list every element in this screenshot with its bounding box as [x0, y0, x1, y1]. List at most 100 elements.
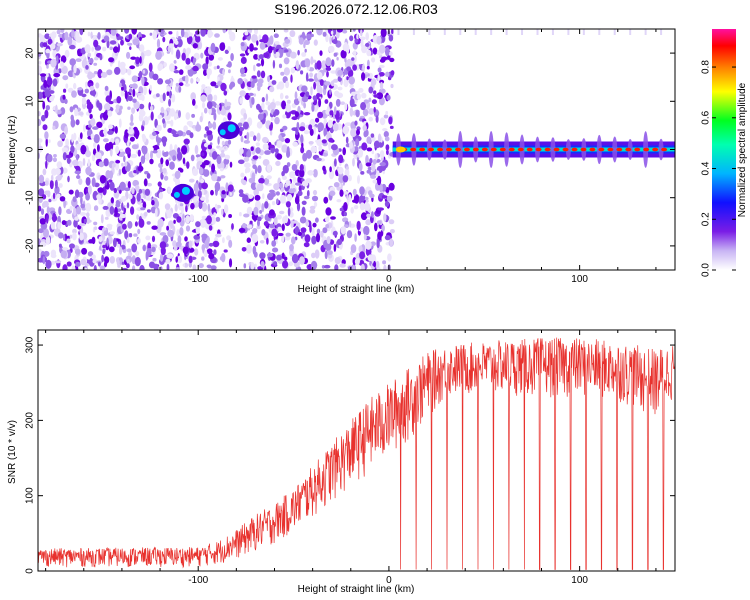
spectrogram-cell — [102, 205, 109, 210]
spectrogram-cell — [181, 52, 186, 61]
spectrogram-cell — [256, 70, 261, 78]
spectrogram-cell — [91, 177, 96, 187]
spectrogram-cell — [74, 189, 80, 198]
spectrogram-cell — [302, 152, 308, 162]
colorbar-tick-label: 0.2 — [701, 212, 712, 226]
spectrogram-cell — [244, 31, 249, 36]
spectrogram-cell — [152, 257, 157, 262]
spectrogram-cell — [226, 235, 231, 241]
spectrogram-cell — [371, 57, 376, 63]
spectrogram-cell — [295, 182, 301, 186]
spectrogram-cell — [189, 132, 194, 139]
carrier-harmonic — [412, 29, 415, 35]
spectrogram-cell — [217, 76, 220, 81]
spectrogram-cell — [130, 206, 135, 215]
spectrogram-cell — [325, 207, 332, 216]
spectrogram-cell — [60, 250, 67, 259]
spectrogram-cell — [44, 58, 50, 66]
spectrogram-cell — [151, 225, 158, 230]
spectrogram-cell — [173, 113, 178, 121]
spectrogram-cell — [333, 243, 337, 252]
spectrogram-cell — [195, 154, 201, 158]
spectrogram-cell — [69, 206, 73, 211]
spectrogram-cell — [254, 263, 257, 268]
spectrogram-cell — [352, 50, 357, 56]
spectrogram-cell — [349, 35, 354, 42]
spectrogram-cell — [322, 165, 326, 171]
spectrogram-cell — [381, 224, 385, 232]
spectrogram-cell — [109, 148, 113, 157]
spectrogram-cell — [72, 159, 79, 167]
spectrogram-cell — [91, 46, 95, 52]
y-tick-label: 100 — [25, 487, 36, 504]
spectrogram-cell — [299, 169, 305, 178]
spectrogram-cell — [312, 59, 317, 63]
spectrogram-cell — [242, 121, 249, 130]
spectrogram-cell — [186, 161, 190, 169]
spectrogram-cell — [139, 56, 142, 64]
spectrogram-cell — [175, 267, 180, 270]
spectrogram-cell — [87, 83, 94, 87]
spectrogram-cell — [356, 220, 361, 231]
spectrogram-cell — [106, 223, 113, 228]
spectrogram-cell — [98, 199, 102, 205]
spectrogram-cell — [388, 34, 394, 42]
figure-title: S196.2026.072.12.06.R03 — [274, 1, 438, 17]
spectrogram-cell — [276, 140, 283, 148]
spectrogram-cell — [60, 55, 67, 63]
x-tick-label: -100 — [188, 575, 208, 586]
spectrogram-cell — [285, 103, 292, 113]
spectrogram-cell — [99, 175, 106, 184]
spectrogram-cell — [157, 78, 164, 85]
spectrogram-cell — [67, 219, 72, 226]
spectrogram-cell — [210, 81, 217, 87]
spectrogram-cell — [157, 218, 164, 228]
spectrogram-xlabel: Height of straight line (km) — [298, 284, 415, 295]
spectrogram-cell — [262, 143, 269, 151]
spectrogram-cell — [127, 181, 131, 189]
spectrogram-cell — [249, 43, 254, 52]
spectrogram-cell — [119, 213, 126, 219]
spectrogram-cell — [367, 254, 374, 262]
spectrogram-cell — [49, 95, 54, 102]
spectrogram-cell — [299, 216, 307, 224]
spectrogram-cell — [250, 262, 255, 270]
spectrogram-cell — [368, 116, 374, 122]
spectrogram-cell — [219, 42, 226, 51]
spectrogram-cell — [157, 114, 162, 120]
spectrogram-cell — [213, 66, 217, 70]
spectrogram-cell — [182, 263, 185, 267]
spectrogram-cell — [206, 215, 212, 225]
spectrogram-cell — [206, 101, 213, 110]
spectrogram-cell — [79, 212, 87, 216]
spectrogram-cell — [334, 158, 337, 167]
spectrogram-cell — [175, 241, 182, 248]
spectrogram-cell — [245, 79, 248, 84]
spectrogram-cell — [106, 39, 110, 49]
spectrogram-cell — [46, 154, 53, 163]
spectrogram-cell — [240, 117, 246, 124]
spectrogram-cell — [383, 114, 389, 119]
spectrogram-cell — [60, 61, 65, 68]
spectrogram-cell — [56, 161, 63, 169]
spectrogram-cell — [38, 142, 41, 147]
spectrogram-cell — [311, 235, 317, 245]
spectrogram-cell — [343, 202, 348, 212]
spectrogram-cell — [70, 118, 76, 128]
spectrogram-cell — [94, 226, 98, 230]
spectrogram-cell — [92, 259, 98, 264]
spectrogram-cell — [253, 135, 257, 142]
spectrogram-cell — [350, 244, 357, 254]
spectrogram-cell — [254, 194, 261, 201]
spectrogram-cell — [52, 212, 57, 223]
spectrogram-cell — [182, 214, 185, 220]
spectrogram-cell — [356, 93, 361, 100]
carrier-harmonic — [521, 29, 524, 35]
spectrogram-cell — [388, 116, 393, 125]
spectrogram-cell — [349, 98, 355, 108]
spectrogram-cell — [318, 145, 323, 152]
spectrogram-cell — [270, 117, 274, 121]
spectrogram-cell — [272, 247, 279, 253]
spectrogram-cell — [168, 31, 173, 35]
spectrogram-cell — [325, 217, 329, 223]
